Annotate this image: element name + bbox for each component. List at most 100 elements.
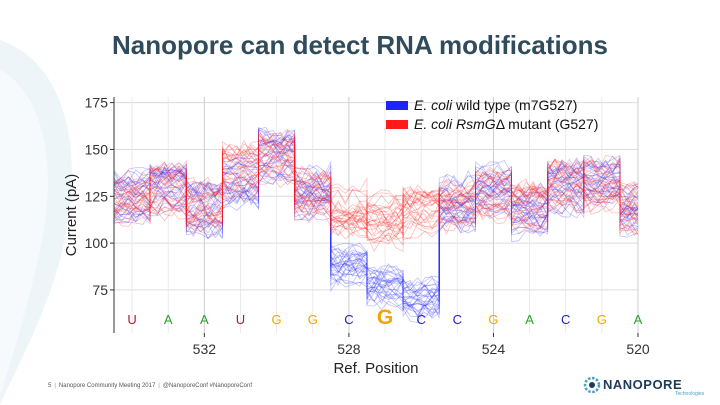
trace-line — [114, 126, 638, 303]
logo-subtitle: Technologies — [675, 391, 705, 397]
trace-line — [114, 128, 638, 253]
trace-line — [114, 126, 638, 312]
trace-line — [114, 155, 638, 233]
trace-line — [114, 142, 638, 223]
trace-line — [114, 127, 638, 311]
trace-line — [114, 157, 638, 319]
trace-line — [114, 129, 638, 293]
trace-line — [114, 145, 638, 230]
base-label: A — [634, 312, 643, 327]
footer-page-number: 5 — [48, 383, 52, 389]
base-label: A — [525, 312, 534, 327]
trace-line — [114, 152, 638, 308]
legend-label: E. coli RsmGΔ mutant (G527) — [414, 116, 598, 132]
trace-line — [114, 151, 638, 304]
base-label: C — [453, 312, 462, 327]
trace-line — [114, 141, 638, 235]
footer-handles: @NanoporeConf #NanoporeConf — [162, 383, 253, 389]
trace-line — [114, 149, 638, 239]
trace-line — [114, 136, 638, 303]
footer: 5 | Nanopore Community Meeting 2017 | @Nanop… — [48, 383, 253, 389]
trace-line — [114, 132, 638, 228]
trace-line — [114, 141, 638, 303]
trace-line — [114, 158, 638, 243]
trace-line — [114, 142, 638, 237]
base-label: U — [236, 312, 245, 327]
y-tick-label: 100 — [85, 235, 109, 251]
trace-line — [114, 136, 638, 311]
trace-line — [114, 141, 638, 319]
trace-line — [114, 134, 638, 318]
trace-line — [114, 129, 638, 290]
x-tick-label: 532 — [193, 341, 217, 357]
trace-line — [114, 148, 638, 299]
trace-line — [114, 133, 638, 290]
legend-label: E. coli wild type (m7G527) — [414, 97, 577, 113]
base-label: U — [127, 312, 136, 327]
trace-line — [114, 157, 638, 305]
x-tick-label: 524 — [482, 341, 506, 357]
logo-wordmark: NANOPORE — [603, 377, 683, 392]
trace-line — [114, 131, 638, 244]
base-label: A — [200, 312, 209, 327]
plot-area — [114, 97, 638, 333]
trace-line — [114, 139, 638, 232]
trace-line — [114, 152, 638, 235]
base-label: G — [272, 312, 282, 327]
trace-line — [114, 157, 638, 318]
trace-line — [114, 147, 638, 228]
trace-line — [114, 128, 638, 242]
series-wild-type — [114, 126, 638, 323]
trace-line — [114, 155, 638, 237]
trace-line — [114, 149, 638, 309]
y-axis-label: Current (pA) — [63, 174, 80, 257]
base-label: G — [377, 306, 393, 329]
base-label: G — [597, 312, 607, 327]
base-label: C — [416, 312, 425, 327]
trace-line — [114, 141, 638, 234]
trace-line — [114, 162, 638, 300]
base-label: A — [164, 312, 173, 327]
trace-line — [114, 154, 638, 319]
trace-line — [114, 152, 638, 299]
y-tick-label: 125 — [85, 188, 109, 204]
footer-event: Nanopore Community Meeting 2017 — [58, 383, 156, 389]
x-tick-label: 528 — [337, 341, 361, 357]
base-label: C — [344, 312, 353, 327]
trace-line — [114, 130, 638, 235]
trace-line — [114, 148, 638, 241]
legend-swatch — [386, 101, 408, 110]
trace-line — [114, 157, 638, 313]
x-axis-label: Ref. Position — [333, 360, 418, 377]
trace-line — [114, 155, 638, 234]
x-tick-label: 520 — [626, 341, 650, 357]
base-label: G — [308, 312, 318, 327]
logo-gear-icon — [583, 376, 601, 394]
slide-title: Nanopore can detect RNA modifications — [112, 30, 608, 60]
y-tick-label: 75 — [92, 282, 108, 298]
base-label: G — [488, 312, 498, 327]
trace-line — [114, 146, 638, 223]
trace-line — [114, 164, 638, 318]
trace-line — [114, 144, 638, 299]
trace-line — [114, 157, 638, 315]
trace-line — [114, 145, 638, 230]
series-mutant — [114, 128, 638, 253]
trace-line — [114, 141, 638, 247]
trace-line — [114, 137, 638, 231]
trace-line — [114, 138, 638, 306]
trace-line — [114, 136, 638, 233]
trace-line — [114, 141, 638, 323]
trace-line — [114, 157, 638, 236]
base-label: C — [561, 312, 570, 327]
trace-line — [114, 129, 638, 311]
trace-line — [114, 157, 638, 304]
trace-line — [114, 168, 638, 229]
trace-line — [114, 132, 638, 231]
y-tick-label: 175 — [85, 95, 109, 111]
trace-line — [114, 158, 638, 241]
trace-line — [114, 156, 638, 242]
legend-swatch — [386, 120, 408, 129]
